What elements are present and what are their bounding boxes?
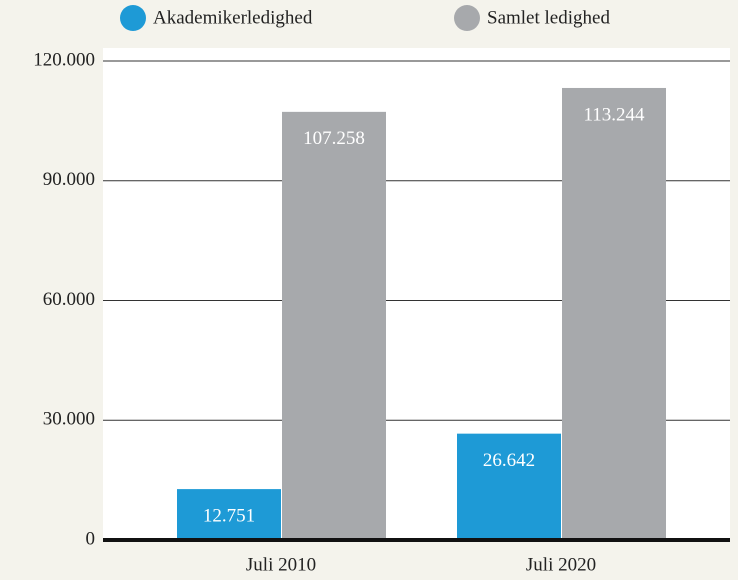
- bar: [457, 433, 561, 540]
- y-tick-label: 30.000: [43, 409, 95, 430]
- data-label: 107.258: [303, 128, 365, 149]
- bar: [177, 489, 281, 540]
- legend-swatch: [454, 5, 480, 31]
- legend-swatch: [120, 5, 146, 31]
- x-tick-label: Juli 2020: [526, 554, 596, 575]
- data-label: 113.244: [583, 104, 645, 125]
- x-tick-label: Juli 2010: [246, 554, 316, 575]
- y-tick-label: 60.000: [43, 289, 95, 310]
- y-tick-label: 0: [86, 528, 96, 549]
- legend-label: Samlet ledighed: [487, 7, 610, 28]
- bar: [562, 87, 666, 540]
- y-tick-label: 90.000: [43, 169, 95, 190]
- legend-label: Akademikerledighed: [153, 7, 313, 28]
- data-label: 12.751: [203, 505, 255, 526]
- data-label: 26.642: [483, 450, 535, 471]
- y-tick-label: 120.000: [33, 49, 95, 70]
- bar: [282, 111, 386, 540]
